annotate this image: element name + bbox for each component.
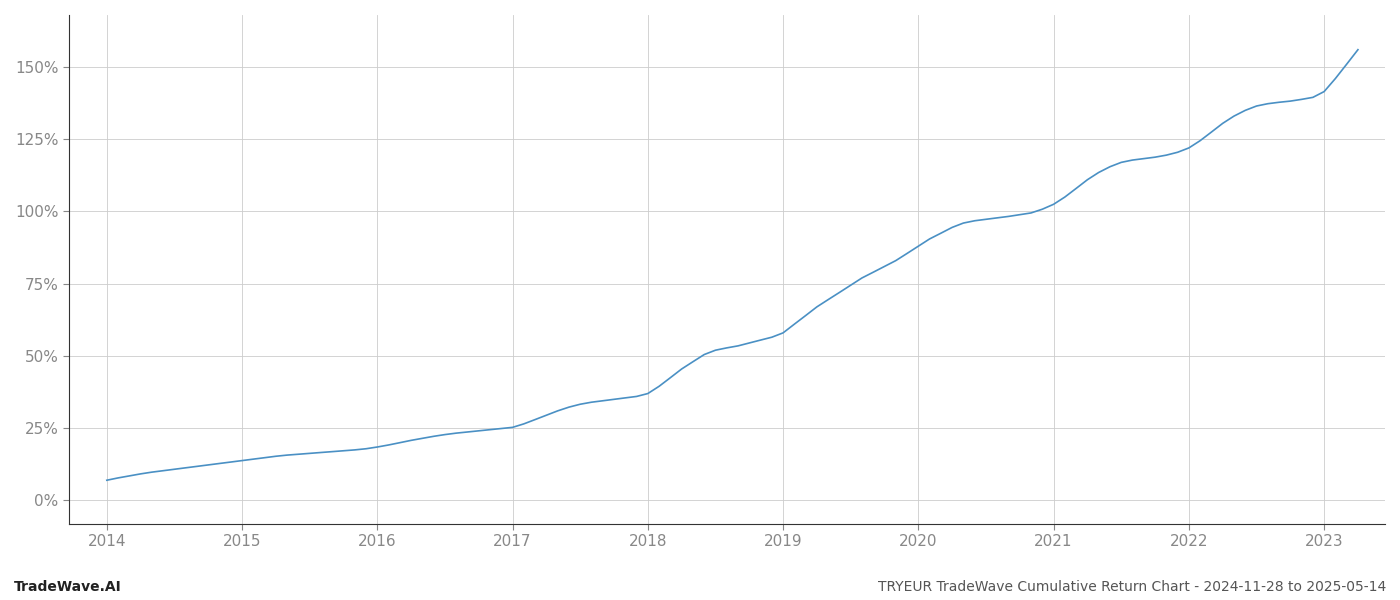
Text: TRYEUR TradeWave Cumulative Return Chart - 2024-11-28 to 2025-05-14: TRYEUR TradeWave Cumulative Return Chart…: [878, 580, 1386, 594]
Text: TradeWave.AI: TradeWave.AI: [14, 580, 122, 594]
